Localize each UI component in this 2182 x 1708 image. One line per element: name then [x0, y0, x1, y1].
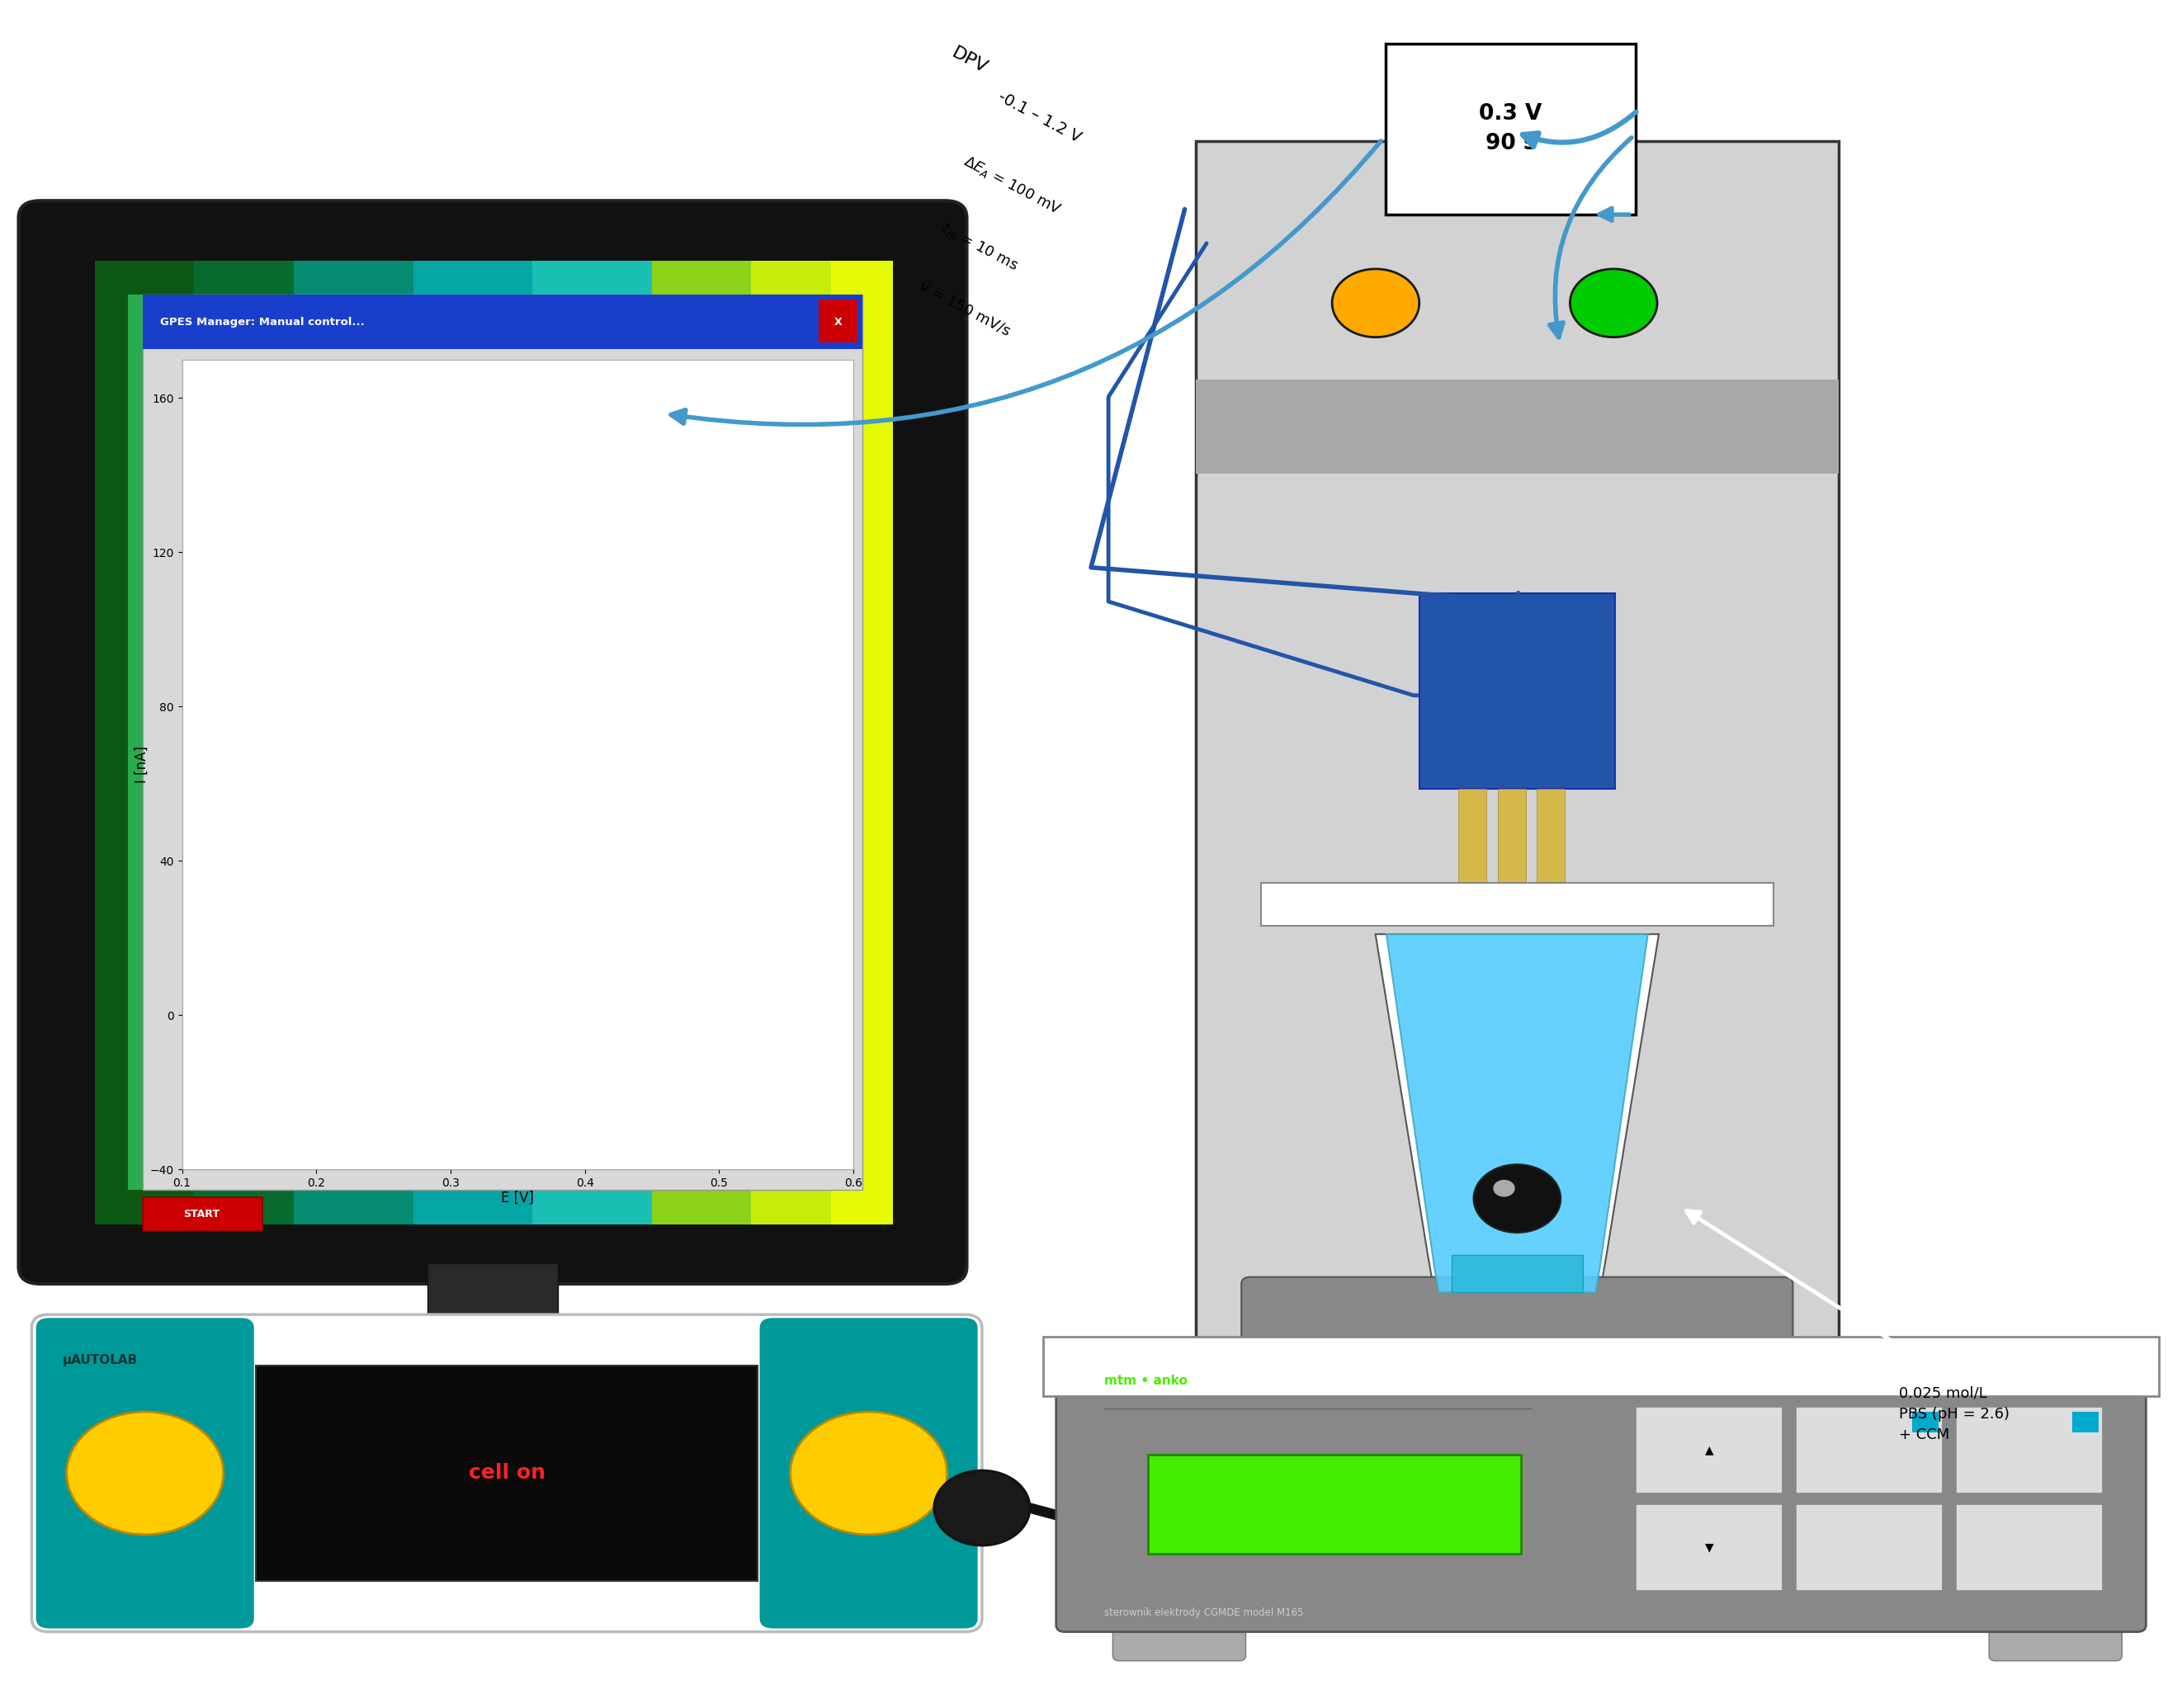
FancyBboxPatch shape [1113, 1602, 1246, 1660]
Bar [142, 294, 862, 1190]
FancyBboxPatch shape [33, 1315, 982, 1631]
Text: cell on: cell on [469, 1464, 546, 1483]
Bar [295, 260, 316, 1225]
Text: μAUTOLAB: μAUTOLAB [61, 1354, 137, 1366]
Text: ▲: ▲ [1704, 1445, 1713, 1455]
Text: ▼: ▼ [1704, 1542, 1713, 1553]
Bar [94, 260, 118, 1225]
Bar [1796, 1407, 1942, 1493]
Bar [308, 1329, 679, 1366]
Polygon shape [1386, 934, 1647, 1293]
Bar [532, 260, 554, 1225]
Circle shape [934, 1471, 1030, 1546]
Polygon shape [1375, 934, 1658, 1293]
Bar [142, 1197, 262, 1231]
Bar [373, 260, 395, 1225]
Bar [127, 294, 153, 1190]
Text: $t_m$ = 10 ms: $t_m$ = 10 ms [938, 220, 1021, 273]
Text: -0.1 – 1.2 V: -0.1 – 1.2 V [995, 89, 1082, 145]
Bar [1497, 789, 1525, 917]
Bar [513, 260, 535, 1225]
Bar [731, 260, 753, 1225]
Text: mtm • anko: mtm • anko [1104, 1375, 1187, 1387]
Bar [2073, 1413, 2099, 1433]
Bar [572, 260, 594, 1225]
Bar [1536, 789, 1564, 917]
FancyBboxPatch shape [1242, 1278, 1794, 1380]
Bar [1386, 44, 1636, 215]
Bar [1458, 789, 1486, 917]
FancyBboxPatch shape [759, 1319, 978, 1628]
Bar [353, 260, 375, 1225]
Bar [770, 260, 794, 1225]
Bar [454, 260, 476, 1225]
Circle shape [1473, 1165, 1560, 1233]
Bar [233, 260, 255, 1225]
Circle shape [1571, 268, 1656, 336]
Bar [135, 260, 157, 1225]
FancyBboxPatch shape [20, 202, 967, 1284]
Bar [672, 260, 694, 1225]
Bar [1955, 1503, 2103, 1590]
Bar [552, 260, 574, 1225]
Bar [751, 260, 772, 1225]
Bar [812, 260, 834, 1225]
Bar [428, 1264, 559, 1336]
Bar [142, 294, 862, 348]
Text: START: START [183, 1209, 220, 1220]
Bar [412, 260, 434, 1225]
Bar [275, 260, 297, 1225]
Circle shape [65, 1413, 223, 1534]
Circle shape [1492, 1180, 1514, 1197]
Bar [1636, 1503, 1783, 1590]
Text: DPV: DPV [949, 44, 991, 77]
Bar [633, 260, 655, 1225]
Bar [818, 299, 858, 342]
Bar [591, 260, 613, 1225]
Bar [253, 260, 277, 1225]
Bar [711, 260, 733, 1225]
Text: sterownik elektrody CGMDE model M165: sterownik elektrody CGMDE model M165 [1104, 1607, 1303, 1619]
Bar [214, 260, 236, 1225]
Bar [1451, 1255, 1582, 1293]
Bar [1796, 1503, 1942, 1590]
Bar [155, 260, 177, 1225]
Text: GPES Manager: Manual control...: GPES Manager: Manual control... [159, 316, 364, 328]
Bar [432, 260, 456, 1225]
Bar [1148, 1455, 1521, 1553]
Text: 0.3 V
90 s: 0.3 V 90 s [1479, 104, 1543, 155]
Bar [692, 260, 714, 1225]
Bar [831, 260, 853, 1225]
Text: v = 150 mV/s: v = 150 mV/s [916, 278, 1012, 338]
Bar [1196, 379, 1839, 473]
Text: $\Delta E_A$ = 100 mV: $\Delta E_A$ = 100 mV [960, 152, 1063, 219]
Bar [1316, 1365, 1719, 1447]
Circle shape [790, 1413, 947, 1534]
FancyBboxPatch shape [1056, 1385, 2145, 1631]
Bar [1196, 142, 1839, 1455]
Bar [1911, 1413, 1938, 1433]
Bar [1043, 1337, 2158, 1397]
Bar [473, 260, 495, 1225]
Bar [652, 260, 674, 1225]
Bar [871, 260, 892, 1225]
Bar [175, 260, 196, 1225]
FancyBboxPatch shape [1990, 1602, 2123, 1660]
Circle shape [1331, 268, 1418, 336]
Text: 0.025 mol/L
PBS (pH = 2.6)
+ CCM: 0.025 mol/L PBS (pH = 2.6) + CCM [1898, 1387, 2010, 1442]
Bar [334, 260, 356, 1225]
Bar [1636, 1407, 1783, 1493]
Bar [255, 1366, 757, 1580]
Bar [792, 260, 814, 1225]
Bar [1261, 883, 1774, 926]
FancyBboxPatch shape [37, 1319, 253, 1628]
Bar [851, 260, 873, 1225]
Text: X: X [834, 316, 842, 328]
Bar [493, 260, 515, 1225]
Bar [1955, 1407, 2103, 1493]
Bar [181, 359, 853, 1170]
Bar [393, 260, 415, 1225]
Bar [194, 260, 216, 1225]
Bar [1418, 593, 1615, 789]
Bar [116, 260, 137, 1225]
